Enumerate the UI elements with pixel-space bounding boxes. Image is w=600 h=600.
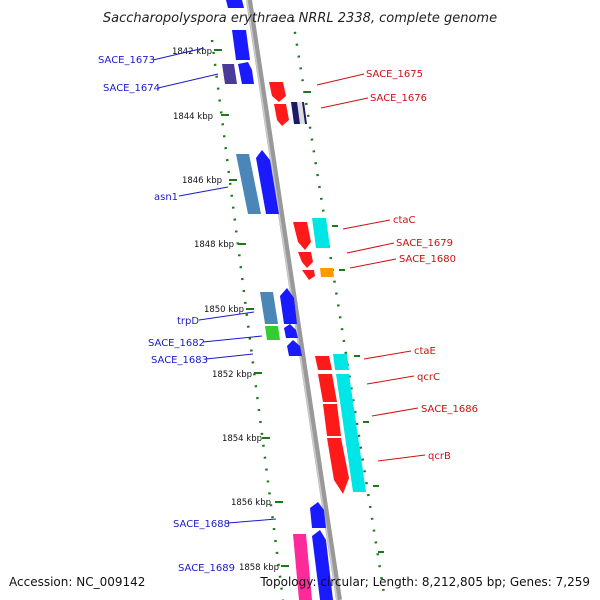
gene-label-sace-1676[interactable]: SACE_1676 — [370, 93, 427, 104]
gene-sace-1674-b — [238, 62, 254, 84]
ring-guides — [210, 19, 387, 600]
leader-line — [366, 375, 415, 385]
gene-sace-1680-b — [320, 268, 334, 277]
gene-label-sace-1675[interactable]: SACE_1675 — [366, 69, 423, 80]
gene-top-blue — [226, 0, 244, 8]
leader-line — [346, 242, 395, 254]
gene-sace-1676-c — [297, 102, 305, 124]
gene-sace-1689-b — [312, 530, 333, 600]
gene-label-ctae[interactable]: ctaE — [414, 346, 436, 357]
kbp-label: 1842 kbp — [172, 47, 212, 57]
gene-sace-1689-a — [293, 534, 312, 600]
gene-qcrc-b — [336, 374, 366, 492]
gene-label-sace-1679[interactable]: SACE_1679 — [396, 238, 453, 249]
gene-label-sace-1682[interactable]: SACE_1682 — [148, 338, 205, 349]
gene-label-ctac[interactable]: ctaC — [393, 215, 416, 226]
kbp-label: 1854 kbp — [222, 434, 262, 444]
leader-line — [371, 407, 419, 417]
gene-sace-1680-a — [302, 270, 315, 280]
gene-label-sace-1688[interactable]: SACE_1688 — [173, 519, 230, 530]
left-labels: SACE_1673 SACE_1674 asn1 trpD SACE_1682 … — [98, 47, 277, 574]
gene-label-asn1[interactable]: asn1 — [154, 192, 178, 203]
gene-sace-1673 — [232, 30, 250, 60]
leader-line — [202, 335, 263, 343]
kbp-label: 1858 kbp — [239, 563, 279, 573]
leader-line — [342, 219, 391, 230]
accession-text: Accession: NC_009142 — [9, 575, 145, 589]
kbp-label: 1848 kbp — [194, 240, 234, 250]
gene-ctac-a — [293, 222, 311, 250]
leader-line — [227, 518, 277, 524]
gene-label-trpd[interactable]: trpD — [177, 316, 199, 327]
leader-line — [320, 97, 369, 109]
gene-label-sace-1686[interactable]: SACE_1686 — [421, 404, 478, 415]
gene-label-sace-1674[interactable]: SACE_1674 — [103, 83, 160, 94]
kbp-label: 1846 kbp — [182, 176, 222, 186]
genome-summary-text: Topology: circular; Length: 8,212,805 bp… — [259, 575, 590, 589]
leader-line — [349, 258, 397, 269]
gene-sace-1683 — [287, 340, 302, 356]
gene-qcrc-a — [318, 374, 337, 402]
gene-ctac-b — [312, 218, 330, 248]
gene-label-sace-1673[interactable]: SACE_1673 — [98, 55, 155, 66]
gene-label-sace-1689[interactable]: SACE_1689 — [178, 563, 235, 574]
leader-line — [205, 353, 254, 360]
gene-qcrb — [327, 438, 349, 494]
gene-label-sace-1683[interactable]: SACE_1683 — [151, 355, 208, 366]
right-genes — [269, 82, 366, 494]
gene-sace-1682-a — [265, 326, 280, 340]
gene-sace-1682-b — [284, 324, 298, 338]
map-title: Saccharopolyspora erythraea NRRL 2338, c… — [103, 11, 497, 26]
kbp-label: 1852 kbp — [212, 370, 252, 380]
gene-trpd-a — [260, 292, 278, 324]
gene-ctae-b — [333, 354, 349, 370]
gene-label-qcrc[interactable]: qcrC — [417, 372, 440, 383]
gene-asn1-a — [236, 154, 261, 214]
leader-line — [157, 73, 219, 89]
left-genes — [222, 30, 333, 600]
gene-sace-1675 — [269, 82, 286, 102]
gene-sace-1688 — [310, 502, 326, 528]
gene-label-qcrb[interactable]: qcrB — [428, 451, 451, 462]
inner-right-guide — [291, 19, 387, 600]
leader-line — [377, 454, 426, 462]
gene-sace-1676-a — [274, 104, 289, 126]
kbp-label: 1844 kbp — [173, 112, 213, 122]
kbp-label: 1856 kbp — [231, 498, 271, 508]
right-labels: SACE_1675 SACE_1676 ctaC SACE_1679 SACE_… — [316, 69, 478, 462]
gene-asn1-b — [256, 150, 279, 214]
gene-sace-1674-a — [222, 64, 237, 84]
leader-line — [178, 186, 229, 197]
leader-line — [152, 47, 205, 61]
kbp-label: 1850 kbp — [204, 305, 244, 315]
gene-ctae-a — [315, 356, 332, 370]
gene-trpd-b — [280, 288, 297, 324]
leader-line — [363, 350, 412, 360]
leader-line — [198, 311, 255, 321]
gene-label-sace-1680[interactable]: SACE_1680 — [399, 254, 456, 265]
scale: 1842 kbp 1844 kbp 1846 kbp 1848 kbp 1850… — [172, 47, 384, 573]
gene-sace-1679 — [298, 252, 313, 268]
gene-sace-1686 — [323, 404, 341, 436]
leader-line — [316, 73, 365, 86]
